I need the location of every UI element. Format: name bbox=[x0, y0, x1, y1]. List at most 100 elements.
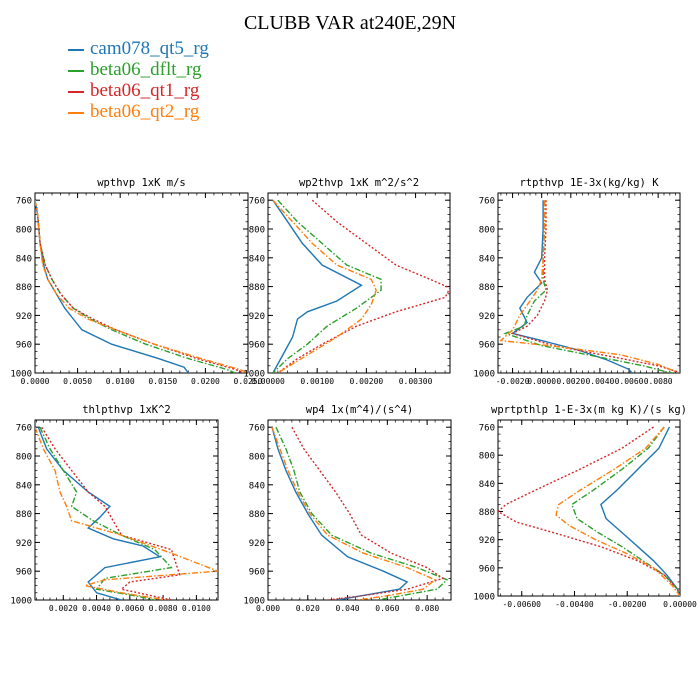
series-line-beta06-dflt-rg bbox=[275, 426, 449, 600]
series-line-beta06-qt1-rg bbox=[498, 426, 680, 596]
y-tick-label: 960 bbox=[249, 341, 265, 351]
x-tick-label: 0.080 bbox=[415, 604, 439, 613]
x-tick-label: 0.0020 bbox=[556, 377, 585, 386]
y-tick-label: 760 bbox=[16, 197, 32, 207]
y-tick-label: 800 bbox=[249, 226, 265, 236]
x-tick-label: 0.0000 bbox=[21, 377, 50, 386]
x-tick-label: 0.0000 bbox=[527, 377, 556, 386]
panel-title: thlpthvp 1xK^2 bbox=[82, 404, 171, 416]
x-tick-label: 0.0040 bbox=[82, 604, 111, 613]
legend-swatch bbox=[68, 111, 84, 114]
x-tick-label: -0.0020 bbox=[496, 377, 530, 386]
series-line-beta06-qt2-rg bbox=[555, 426, 680, 596]
y-tick-label: 920 bbox=[16, 539, 32, 549]
y-tick-label: 880 bbox=[16, 283, 32, 293]
x-tick-label: -0.00400 bbox=[555, 600, 594, 609]
y-tick-label: 760 bbox=[479, 424, 495, 434]
series-line-beta06-dflt-rg bbox=[272, 199, 382, 373]
x-tick-label: 0.00200 bbox=[350, 377, 384, 386]
x-tick-label: 0.0050 bbox=[63, 377, 92, 386]
plot-frame bbox=[497, 192, 681, 374]
x-tick-label: -0.00200 bbox=[608, 600, 647, 609]
y-tick-label: 1000 bbox=[10, 597, 32, 607]
panel-title: wp4 1x(m^4)/(s^4) bbox=[306, 404, 413, 416]
y-tick-label: 760 bbox=[479, 197, 495, 207]
y-tick-label: 880 bbox=[249, 510, 265, 520]
y-tick-label: 880 bbox=[16, 510, 32, 520]
legend-swatch bbox=[68, 69, 84, 72]
y-tick-label: 760 bbox=[249, 197, 265, 207]
x-tick-label: 0.0200 bbox=[191, 377, 220, 386]
series-line-beta06-qt2-rg bbox=[271, 426, 437, 600]
x-tick-label: 0.020 bbox=[296, 604, 320, 613]
y-tick-label: 920 bbox=[479, 536, 495, 546]
x-tick-label: 0.0080 bbox=[149, 604, 178, 613]
x-tick-label: 0.0060 bbox=[115, 604, 144, 613]
legend-label: beta06_qt1_rg bbox=[90, 80, 200, 101]
y-tick-label: 880 bbox=[479, 508, 495, 518]
y-tick-label: 800 bbox=[16, 453, 32, 463]
series-line-cam078-qt5-rg bbox=[37, 426, 162, 600]
series-line-beta06-qt2-rg bbox=[35, 426, 218, 600]
series-line-beta06-qt1-rg bbox=[35, 200, 244, 373]
x-tick-label: 0.00000 bbox=[251, 377, 285, 386]
y-tick-label: 920 bbox=[16, 312, 32, 322]
y-tick-label: 960 bbox=[249, 568, 265, 578]
plot-frame bbox=[497, 419, 681, 597]
chart-main-title: CLUBB VAR at240E,29N bbox=[243, 12, 457, 34]
y-tick-label: 1000 bbox=[243, 370, 265, 380]
panel-title: wp2thvp 1xK m^2/s^2 bbox=[299, 177, 419, 189]
series-line-cam078-qt5-rg bbox=[600, 426, 680, 596]
x-tick-label: 0.0100 bbox=[182, 604, 211, 613]
y-tick-label: 1000 bbox=[10, 370, 32, 380]
x-tick-label: 0.00300 bbox=[399, 377, 433, 386]
y-tick-label: 920 bbox=[249, 539, 265, 549]
y-tick-label: 960 bbox=[479, 564, 495, 574]
series-line-cam078-qt5-rg bbox=[271, 427, 409, 600]
x-tick-label: 0.060 bbox=[375, 604, 399, 613]
series-line-beta06-qt1-rg bbox=[277, 199, 450, 373]
y-tick-label: 960 bbox=[479, 341, 495, 351]
legend-label: beta06_dflt_rg bbox=[90, 59, 202, 80]
x-tick-label: 0.0150 bbox=[148, 377, 177, 386]
plot-frame bbox=[267, 192, 451, 374]
y-tick-label: 960 bbox=[16, 568, 32, 578]
y-tick-label: 760 bbox=[16, 424, 32, 434]
plot-frame bbox=[267, 419, 452, 601]
y-tick-label: 840 bbox=[479, 480, 495, 490]
y-tick-label: 880 bbox=[479, 283, 495, 293]
x-tick-label: 0.0040 bbox=[585, 377, 614, 386]
legend-swatch bbox=[68, 90, 84, 93]
series-line-cam078-qt5-rg bbox=[510, 200, 633, 373]
y-tick-label: 840 bbox=[249, 481, 265, 491]
series-line-beta06-qt2-rg bbox=[35, 200, 248, 373]
y-tick-label: 920 bbox=[479, 312, 495, 322]
y-tick-label: 800 bbox=[479, 226, 495, 236]
panel-title: wprtpthlp 1-E-3x(m kg K)/(s kg) bbox=[491, 404, 687, 416]
series-line-cam078-qt5-rg bbox=[272, 199, 363, 373]
y-tick-label: 960 bbox=[16, 341, 32, 351]
series-line-beta06-qt1-rg bbox=[510, 200, 680, 373]
y-tick-label: 800 bbox=[249, 453, 265, 463]
y-tick-label: 1000 bbox=[473, 370, 495, 380]
series-line-beta06-dflt-rg bbox=[571, 426, 680, 596]
legend-item-beta06-qt1-rg: beta06_qt1_rg bbox=[68, 80, 209, 101]
y-tick-label: 800 bbox=[479, 452, 495, 462]
plot-frame bbox=[34, 192, 249, 374]
x-tick-label: 0.000 bbox=[256, 604, 280, 613]
y-tick-label: 880 bbox=[249, 283, 265, 293]
plot-frame bbox=[34, 419, 219, 601]
y-tick-label: 1000 bbox=[243, 597, 265, 607]
x-tick-label: 0.0250 bbox=[234, 377, 263, 386]
y-tick-label: 840 bbox=[16, 481, 32, 491]
y-tick-label: 840 bbox=[479, 254, 495, 264]
series-line-beta06-qt2-rg bbox=[499, 200, 678, 373]
x-tick-label: 0.0060 bbox=[615, 377, 644, 386]
series-line-beta06-qt1-rg bbox=[41, 426, 181, 600]
panel-title: wpthvp 1xK m/s bbox=[97, 177, 186, 189]
x-tick-label: 0.0020 bbox=[49, 604, 78, 613]
series-line-beta06-dflt-rg bbox=[35, 200, 236, 373]
legend-swatch bbox=[68, 48, 84, 51]
x-tick-label: 0.00100 bbox=[300, 377, 334, 386]
